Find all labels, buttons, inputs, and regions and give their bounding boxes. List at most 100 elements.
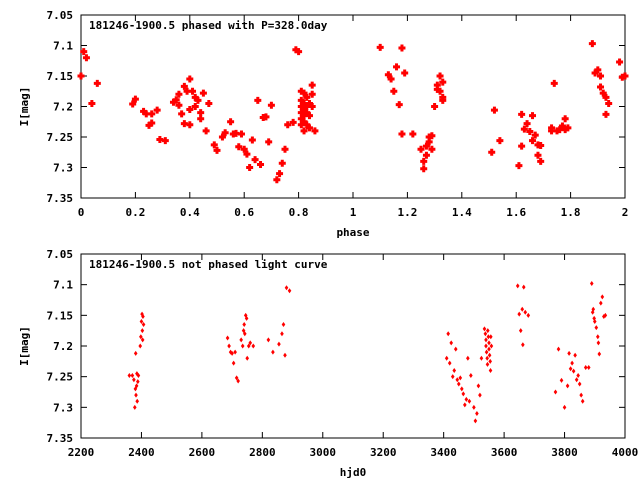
data-point [241, 328, 246, 334]
data-point [262, 113, 270, 121]
unphased-light-curve-panel: 2200 2400 2600 2800 3000 3200 3400 3600 3800 4000… [18, 248, 638, 479]
data-point [303, 93, 311, 101]
data-point [300, 118, 308, 126]
data-point [134, 383, 139, 389]
data-point [254, 96, 262, 104]
data-point [284, 121, 292, 129]
data-point [305, 124, 313, 132]
data-point [452, 368, 457, 374]
data-point [489, 334, 493, 340]
data-point [599, 89, 607, 97]
data-point [297, 103, 305, 110]
data-point [561, 126, 569, 134]
x-tick-label: 1.6 [506, 206, 526, 219]
data-point [428, 132, 436, 140]
y-tick-label: 7.3 [53, 401, 73, 414]
data-point [232, 129, 240, 137]
data-point [136, 379, 140, 385]
data-point [534, 151, 542, 159]
y-tick-label: 7.2 [53, 101, 73, 114]
x-tick-label: 4000 [612, 446, 639, 459]
data-point [616, 58, 624, 66]
data-point [537, 157, 545, 165]
data-point [590, 309, 595, 315]
data-point [592, 318, 597, 324]
x-axis-title: hjd0 [340, 466, 367, 479]
x-tick-label: 2200 [68, 446, 95, 459]
data-point [518, 328, 523, 334]
data-point [136, 372, 141, 378]
data-point [240, 145, 248, 153]
data-point [484, 349, 489, 355]
data-point [425, 138, 433, 146]
x-tick-label: 0.4 [180, 206, 200, 219]
data-point [586, 364, 591, 370]
data-point [485, 355, 489, 361]
data-point [284, 285, 289, 291]
data-point [175, 101, 183, 109]
data-point [447, 360, 452, 366]
data-point [472, 404, 476, 410]
data-point [599, 300, 603, 306]
data-point [565, 383, 570, 389]
data-point [300, 112, 308, 120]
data-point [591, 306, 596, 312]
data-point [283, 352, 287, 358]
data-point [77, 72, 85, 80]
data-point [246, 164, 254, 171]
data-point [490, 106, 498, 114]
data-point [199, 89, 207, 97]
y-axis-title: I[mag] [18, 87, 31, 127]
data-point [436, 72, 444, 80]
data-point [257, 160, 265, 168]
data-point [433, 85, 441, 93]
data-point [251, 343, 256, 349]
y-tick-label: 7.1 [53, 279, 73, 292]
data-point [520, 306, 525, 312]
data-point [280, 331, 284, 337]
data-point [141, 322, 146, 328]
x-axis-title: phase [336, 226, 369, 239]
data-point [602, 93, 610, 101]
data-point [161, 137, 169, 145]
data-point [420, 157, 428, 165]
data-point [496, 137, 504, 145]
data-point [239, 337, 243, 343]
data-point [189, 87, 197, 95]
data-point [398, 130, 406, 138]
data-point [562, 404, 567, 410]
data-point [295, 48, 303, 56]
data-point [466, 355, 470, 361]
data-point [248, 136, 256, 144]
data-point [460, 386, 464, 392]
x-tick-label: 0.8 [289, 206, 309, 219]
data-point [422, 151, 430, 159]
data-point [409, 130, 417, 138]
data-point [591, 69, 599, 77]
data-point [227, 118, 235, 126]
data-point [526, 312, 531, 318]
data-point [243, 150, 251, 158]
data-point [401, 69, 409, 77]
data-point [597, 351, 602, 357]
x-tick-label: 2400 [128, 446, 155, 459]
data-point [242, 322, 246, 328]
data-point [243, 331, 247, 337]
x-tick-label: 3800 [551, 446, 578, 459]
data-point [205, 99, 213, 107]
data-point [390, 87, 398, 95]
data-point [289, 118, 297, 126]
data-point [464, 396, 469, 402]
data-point [520, 125, 528, 133]
data-point [235, 143, 243, 151]
x-tick-label: 2600 [189, 446, 216, 459]
data-point [446, 331, 450, 337]
y-tick-label: 7.25 [47, 371, 74, 384]
data-point [145, 121, 153, 129]
data-point [556, 126, 564, 134]
y-tick-label: 7.1 [53, 40, 73, 53]
data-point [602, 110, 610, 118]
data-point [197, 115, 205, 123]
data-point [271, 349, 275, 355]
x-tick-label: 3000 [310, 446, 337, 459]
